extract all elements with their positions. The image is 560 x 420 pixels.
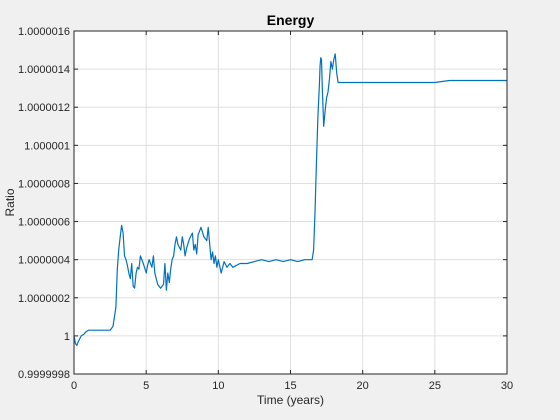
y-tick-label: 1.000001 [24, 140, 70, 152]
y-tick-label: 1.0000002 [18, 293, 70, 305]
chart-title: Energy [267, 12, 315, 28]
x-tick-label: 25 [429, 380, 441, 392]
y-tick-label: 1.0000004 [18, 255, 70, 267]
x-axis-label: Time (years) [257, 393, 324, 407]
ticks: 0 5 10 15 20 25 30 0.9999998 1 1.0000002 1.0000004… [18, 26, 513, 392]
y-tick-label: 1.0000014 [18, 64, 70, 76]
y-tick-label: 1.0000008 [18, 178, 70, 190]
x-tick-label: 15 [284, 380, 296, 392]
y-tick-label: 1.0000012 [18, 102, 70, 114]
x-tick-label: 30 [501, 380, 513, 392]
y-axis-label: Ratio [3, 188, 17, 216]
x-tick-label: 0 [71, 380, 77, 392]
y-tick-label: 1 [64, 331, 70, 343]
series-layer [73, 53, 507, 346]
energy-ratio-series-line [73, 53, 507, 346]
y-tick-label: 1.0000006 [18, 217, 70, 229]
y-tick-label: 1.0000016 [18, 26, 70, 38]
x-tick-label: 10 [212, 380, 224, 392]
x-tick-label: 20 [357, 380, 369, 392]
y-tick-label: 0.9999998 [18, 369, 70, 381]
x-tick-label: 5 [143, 380, 149, 392]
